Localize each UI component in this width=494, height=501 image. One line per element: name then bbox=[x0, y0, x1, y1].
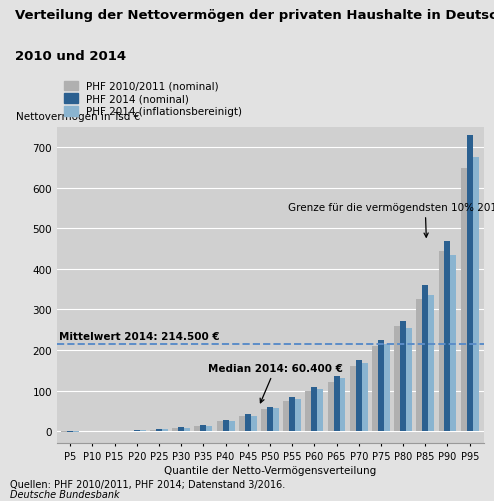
Bar bbox=[339, 379, 345, 431]
Bar bbox=[273, 408, 279, 431]
Bar bbox=[378, 340, 384, 431]
Bar bbox=[267, 407, 273, 431]
Bar bbox=[61, 431, 67, 432]
Bar bbox=[394, 327, 400, 431]
Text: Deutsche Bundesbank: Deutsche Bundesbank bbox=[10, 489, 120, 499]
Bar bbox=[229, 421, 235, 431]
Bar bbox=[305, 391, 311, 431]
Text: Nettovermögen in Tsd €: Nettovermögen in Tsd € bbox=[16, 111, 140, 121]
Bar bbox=[261, 409, 267, 431]
Bar bbox=[194, 426, 201, 431]
Bar bbox=[333, 376, 339, 431]
Bar bbox=[251, 416, 257, 431]
Bar bbox=[239, 416, 245, 431]
Bar bbox=[311, 387, 317, 431]
Bar bbox=[67, 431, 73, 432]
Bar bbox=[328, 383, 333, 431]
Bar bbox=[350, 367, 356, 431]
Bar bbox=[289, 397, 295, 431]
Bar bbox=[222, 420, 229, 431]
Bar bbox=[445, 242, 451, 431]
Bar bbox=[134, 430, 140, 431]
Text: Quellen: PHF 2010/2011, PHF 2014; Datenstand 3/2016.: Quellen: PHF 2010/2011, PHF 2014; Datens… bbox=[10, 479, 285, 489]
X-axis label: Quantile der Netto-Vermögensverteilung: Quantile der Netto-Vermögensverteilung bbox=[165, 465, 376, 475]
Bar bbox=[206, 426, 212, 431]
Bar bbox=[384, 344, 390, 431]
Bar bbox=[416, 300, 422, 431]
Bar bbox=[428, 295, 434, 431]
Bar bbox=[150, 430, 156, 431]
Bar bbox=[178, 427, 184, 431]
Bar bbox=[439, 251, 445, 431]
Bar bbox=[400, 321, 406, 431]
Bar bbox=[172, 428, 178, 431]
Bar bbox=[162, 430, 168, 431]
Bar bbox=[245, 414, 251, 431]
Bar bbox=[422, 286, 428, 431]
Text: Mittelwert 2014: 214.500 €: Mittelwert 2014: 214.500 € bbox=[59, 332, 219, 342]
Bar bbox=[473, 158, 479, 431]
Text: Verteilung der Nettovermögen der privaten Haushalte in Deutschland:: Verteilung der Nettovermögen der private… bbox=[15, 9, 494, 22]
Bar bbox=[467, 136, 473, 431]
Bar bbox=[372, 346, 378, 431]
Bar bbox=[283, 401, 289, 431]
Bar bbox=[184, 428, 190, 431]
Bar bbox=[216, 421, 222, 431]
Bar bbox=[451, 255, 456, 431]
Bar bbox=[362, 363, 368, 431]
Bar bbox=[461, 168, 467, 431]
Bar bbox=[295, 399, 301, 431]
Text: 2010 und 2014: 2010 und 2014 bbox=[15, 50, 126, 63]
Text: Grenze für die vermögendsten 10% 2014: 468.000 €: Grenze für die vermögendsten 10% 2014: 4… bbox=[288, 203, 494, 237]
Bar bbox=[140, 430, 146, 431]
Bar bbox=[201, 425, 206, 431]
Text: Median 2014: 60.400 €: Median 2014: 60.400 € bbox=[208, 363, 343, 403]
Bar bbox=[317, 389, 323, 431]
Bar bbox=[73, 431, 79, 432]
Bar bbox=[406, 328, 412, 431]
Bar bbox=[356, 360, 362, 431]
Legend: PHF 2010/2011 (nominal), PHF 2014 (nominal), PHF 2014 (inflationsbereinigt): PHF 2010/2011 (nominal), PHF 2014 (nomin… bbox=[62, 79, 244, 119]
Bar bbox=[156, 430, 162, 431]
